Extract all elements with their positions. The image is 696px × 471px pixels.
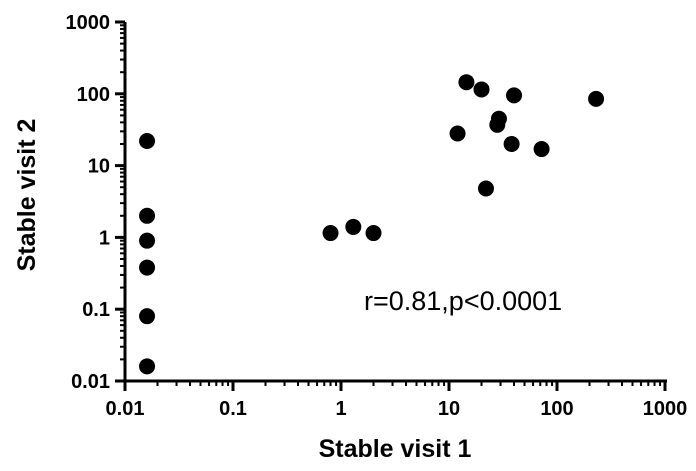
data-point [139,308,156,325]
data-points [139,74,605,375]
x-tick-label: 0.1 [219,398,247,420]
x-tick-label: 0.01 [106,398,145,420]
data-point [477,180,494,197]
y-tick-label: 0.01 [71,371,110,393]
data-point [458,74,475,91]
y-axis-title: Stable visit 2 [13,119,41,272]
data-point [365,225,382,242]
y-tick-label: 1000 [66,12,111,34]
data-point [490,110,507,127]
data-point [322,225,339,242]
x-tick-label: 10 [438,398,460,420]
data-point [503,135,520,152]
data-point [139,207,156,224]
data-point [533,141,550,158]
y-tick-label: 1 [99,227,110,249]
y-tick-label: 0.1 [82,299,110,321]
data-point [506,87,523,104]
data-point [449,125,466,142]
correlation-annotation: r=0.81,p<0.0001 [364,286,562,316]
data-point [139,358,156,375]
x-tick-label: 1000 [643,398,688,420]
y-tick-label: 10 [88,156,110,178]
data-point [473,81,490,98]
data-point [139,133,156,150]
data-point [588,90,605,107]
axes [117,22,667,389]
x-tick-label: 1 [335,398,346,420]
ticks: 0.01 0.1 1 10 100 1000 0.01 0.1 1 10 100 1000 [66,12,688,420]
data-point [139,232,156,249]
data-point [345,218,362,235]
data-point [139,259,156,276]
x-tick-label: 100 [540,398,573,420]
x-axis-title: Stable visit 1 [319,435,472,463]
y-tick-label: 100 [77,84,110,106]
